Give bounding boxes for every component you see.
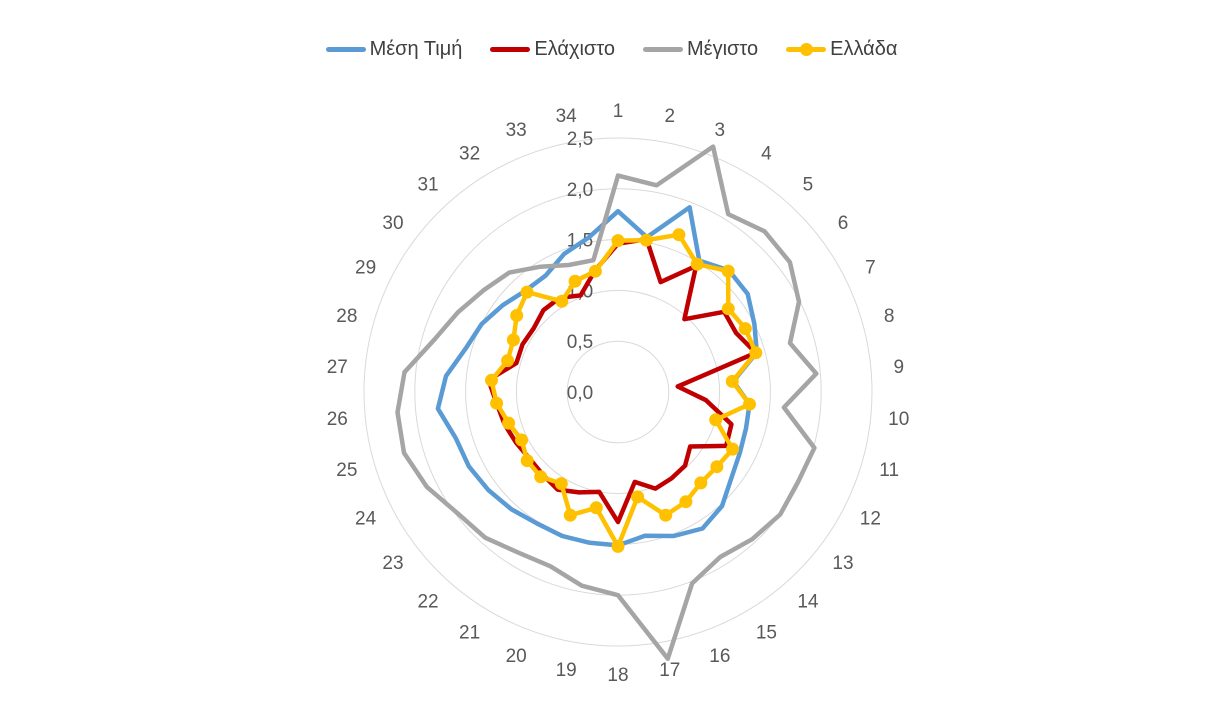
category-label-12: 12 <box>860 509 881 530</box>
category-label-34: 34 <box>556 106 578 127</box>
series-3-point-4 <box>690 257 704 271</box>
category-label-11: 11 <box>879 460 899 481</box>
r-tick-label-5: 2,5 <box>567 129 593 150</box>
series-3-point-32 <box>555 294 569 308</box>
r-tick-label-4: 2,0 <box>567 180 593 201</box>
series-3-point-15 <box>679 495 693 509</box>
series-line-0 <box>435 205 760 548</box>
series-3-point-22 <box>534 470 548 484</box>
legend-label-max: Μέγιστο <box>687 38 759 60</box>
category-label-2: 2 <box>665 106 676 127</box>
category-label-27: 27 <box>327 357 348 378</box>
category-label-15: 15 <box>756 623 777 644</box>
series-3-point-26 <box>490 396 504 410</box>
category-label-13: 13 <box>832 553 853 574</box>
category-label-18: 18 <box>607 665 628 686</box>
legend-swatch-max <box>643 47 684 52</box>
category-label-32: 32 <box>459 143 480 164</box>
series-3-point-14 <box>694 476 708 490</box>
series-3-point-30 <box>510 309 524 322</box>
legend-item-min: Ελάχιστο <box>490 38 615 61</box>
series-3-point-10 <box>743 397 756 411</box>
series-3-point-24 <box>515 433 529 447</box>
category-label-20: 20 <box>506 646 527 667</box>
series-3-point-7 <box>738 322 752 336</box>
series-3-point-28 <box>501 354 515 368</box>
series-3-point-25 <box>502 416 516 430</box>
series-3-point-27 <box>485 373 498 387</box>
series-3-point-9 <box>725 374 739 388</box>
category-label-22: 22 <box>417 591 438 612</box>
legend-label-mean: Μέση Τιμή <box>369 38 463 60</box>
gridline-circle-1 <box>566 340 670 444</box>
category-label-30: 30 <box>382 213 403 234</box>
category-label-5: 5 <box>803 175 814 196</box>
category-label-16: 16 <box>709 646 730 667</box>
legend-label-min: Ελάχιστο <box>534 38 616 60</box>
series-3-point-13 <box>710 460 724 474</box>
legend-item-greece: Ελλάδα <box>786 38 897 61</box>
r-tick-label-0: 0,0 <box>567 383 593 404</box>
series-3-point-6 <box>721 302 735 316</box>
category-label-19: 19 <box>556 660 577 681</box>
category-label-17: 17 <box>659 660 680 681</box>
series-3-point-3 <box>672 228 686 242</box>
legend-swatch-greece <box>786 43 827 56</box>
series-3-point-21 <box>554 477 568 491</box>
series-3-point-16 <box>659 508 673 522</box>
r-tick-label-1: 0,5 <box>567 332 593 353</box>
legend-item-max: Μέγιστο <box>643 38 758 61</box>
series-3-point-18 <box>611 539 625 553</box>
category-label-6: 6 <box>838 213 849 234</box>
category-label-23: 23 <box>382 553 403 574</box>
category-label-33: 33 <box>506 120 527 141</box>
series-3-point-1 <box>611 234 625 248</box>
category-label-1: 1 <box>613 101 624 122</box>
legend: Μέση Τιμή Ελάχιστο Μέγιστο Ελλάδα <box>0 38 1223 61</box>
series-3-point-17 <box>631 490 645 504</box>
gridline-circle-5 <box>363 137 873 647</box>
category-label-8: 8 <box>884 306 895 327</box>
category-label-31: 31 <box>417 175 438 196</box>
legend-swatch-min <box>490 47 531 52</box>
series-3-point-5 <box>721 264 735 278</box>
legend-marker-greece <box>800 43 814 56</box>
series-3-point-20 <box>563 508 577 522</box>
category-label-9: 9 <box>893 357 904 378</box>
series-3-point-33 <box>568 274 582 288</box>
series-3-point-19 <box>589 501 603 515</box>
series-3-point-2 <box>639 233 653 247</box>
series-3-point-29 <box>506 333 520 347</box>
series-line-3 <box>489 232 759 549</box>
series-line-2 <box>395 144 819 661</box>
category-label-3: 3 <box>715 120 726 141</box>
series-line-1 <box>486 236 759 525</box>
category-label-24: 24 <box>355 509 377 530</box>
category-label-7: 7 <box>865 257 876 278</box>
category-label-29: 29 <box>355 257 376 278</box>
series-3-point-8 <box>749 346 763 360</box>
category-label-21: 21 <box>459 623 480 644</box>
category-label-26: 26 <box>327 409 348 430</box>
legend-swatch-mean <box>325 47 366 52</box>
legend-label-greece: Ελλάδα <box>830 38 898 60</box>
category-label-25: 25 <box>336 460 357 481</box>
series-3-point-12 <box>726 442 740 456</box>
series-3-point-31 <box>520 285 534 299</box>
series-3-point-34 <box>588 264 602 278</box>
category-label-4: 4 <box>761 143 772 164</box>
gridline-circle-2 <box>515 289 721 495</box>
category-label-14: 14 <box>797 591 819 612</box>
category-label-10: 10 <box>888 409 909 430</box>
series-3-point-23 <box>520 454 534 468</box>
legend-item-mean: Μέση Τιμή <box>325 38 463 61</box>
series-3-point-11 <box>709 413 723 427</box>
category-label-28: 28 <box>336 306 357 327</box>
